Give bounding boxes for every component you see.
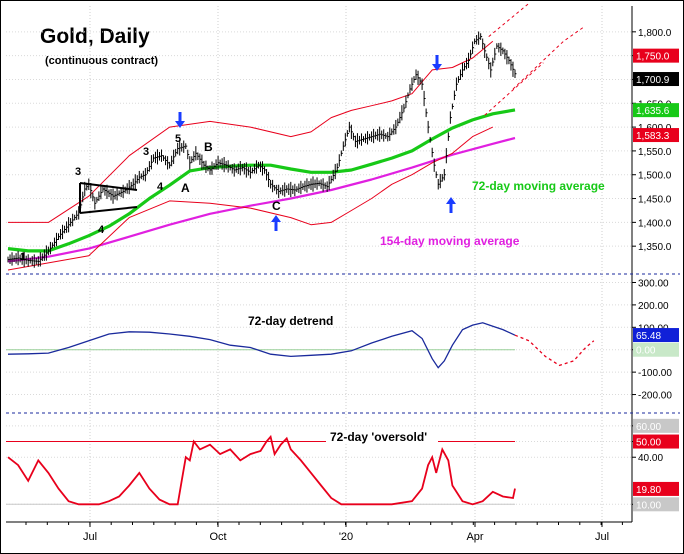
annotation-layer: 72-day detrend 72-day 'oversold' 72-day mo… — [20, 55, 605, 444]
value-badge-label: 1,635.6 — [636, 106, 670, 117]
cycle-top-arrow-icon — [432, 55, 442, 71]
cycle-bottom-arrow-icon — [271, 215, 281, 231]
series-72-day-detrend — [7, 322, 516, 369]
x-tick-label: Jul — [595, 531, 609, 543]
series-72-day-oversold — [7, 434, 516, 506]
x-tick-label: Jul — [83, 531, 97, 543]
value-badge — [633, 434, 679, 449]
series-72-day-detrend-projection — [514, 334, 595, 367]
series-projected-lower-channel — [484, 62, 544, 116]
y-tick-label: 1,550.0 — [638, 147, 672, 158]
y-tick-label: 1,400.0 — [638, 218, 672, 229]
y-tick-label: 1,450.0 — [638, 195, 672, 206]
y-tick-label: 1,500.0 — [638, 171, 672, 182]
wave-label: 4 — [157, 181, 164, 193]
chart-subtitle: (continuous contract) — [45, 55, 158, 67]
y-tick-label: -100.00 — [638, 368, 672, 379]
series-lower-envelope — [7, 126, 494, 271]
value-badge-label: 1,700.9 — [636, 75, 670, 86]
value-badge-label: 0.00 — [636, 346, 656, 357]
value-badge — [633, 481, 679, 496]
cycle-top-arrow-icon — [175, 112, 185, 128]
y-tick-label: 40.00 — [638, 453, 663, 464]
oversold-title-bg — [326, 430, 438, 444]
wave-label: 4 — [98, 224, 105, 236]
ma-label: 154-day moving average — [380, 234, 520, 248]
series-projected-channel-right- — [512, 26, 584, 90]
oversold-panel-title: 72-day 'oversold' — [330, 430, 427, 444]
wave-label: B — [204, 140, 213, 154]
detrend-panel-title: 72-day detrend — [248, 314, 333, 328]
cycle-bottom-arrow-icon — [446, 197, 456, 213]
value-badge-label: 10.00 — [636, 500, 661, 511]
value-badge-label: 1,750.0 — [636, 52, 670, 63]
x-tick-label: Oct — [209, 531, 226, 543]
value-badge-label: 19.80 — [636, 485, 661, 496]
x-tick-label: '20 — [339, 531, 353, 543]
value-badge — [633, 48, 679, 63]
wave-label: 5 — [175, 133, 181, 145]
axis-layer: JulOct'20AprJul1,800.01,750.01,700.01,65… — [25, 28, 679, 543]
value-badge — [633, 418, 679, 433]
value-badge-label: 65.48 — [636, 331, 661, 342]
y-tick-label: 1,800.0 — [638, 28, 672, 39]
wave-label: A — [181, 181, 190, 195]
pattern-line — [79, 206, 138, 214]
value-badge — [633, 72, 679, 87]
value-badge — [633, 103, 679, 118]
x-tick-label: Apr — [466, 531, 483, 543]
wave-label: 1 — [20, 251, 26, 263]
chart-title: Gold, Daily — [40, 25, 150, 48]
y-tick-label: 200.00 — [638, 301, 669, 312]
value-badge-label: 50.00 — [636, 438, 661, 449]
y-tick-label: 300.00 — [638, 278, 669, 289]
y-tick-label: 1,350.0 — [638, 242, 672, 253]
series-projected-upper-channel — [488, 2, 530, 37]
value-badge — [633, 128, 679, 143]
wave-label: 3 — [75, 166, 81, 178]
value-badge — [633, 328, 679, 343]
wave-label: C — [272, 199, 281, 213]
value-badge-label: 60.00 — [636, 422, 661, 433]
value-badge-label: 1,583.3 — [636, 131, 670, 142]
ma-label: 72-day moving average — [472, 179, 605, 193]
pattern-line — [79, 182, 138, 191]
value-badge — [633, 497, 679, 512]
wave-label: 3 — [143, 146, 149, 158]
value-badge — [633, 342, 679, 357]
series-upper-envelope — [8, 40, 494, 223]
y-tick-label: -200.00 — [638, 391, 672, 402]
